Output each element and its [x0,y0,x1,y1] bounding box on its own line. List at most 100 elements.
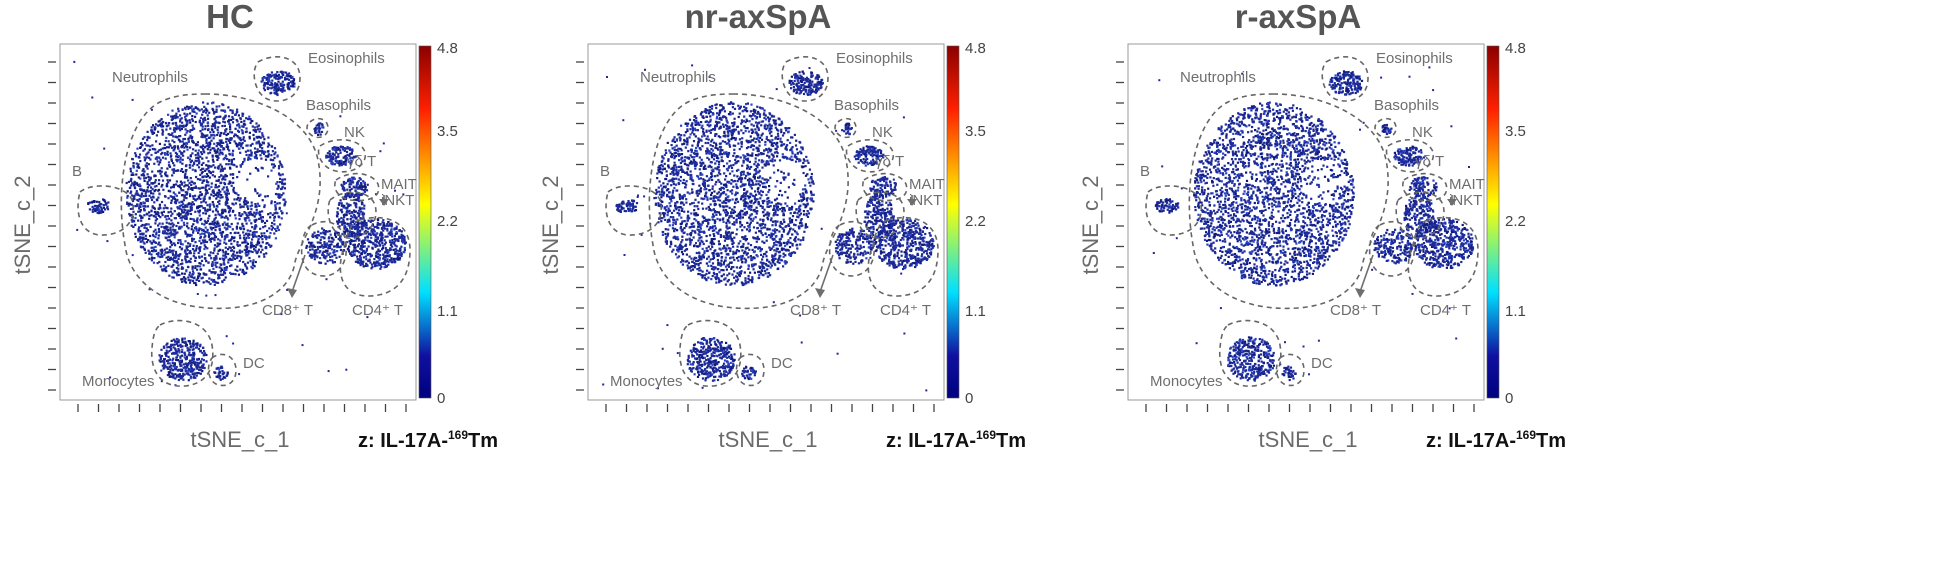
cell-point [179,263,182,266]
cell-point [189,362,192,365]
cell-point [126,202,129,205]
cell-point [321,126,324,129]
cell-point [194,281,197,285]
cell-point [199,343,202,346]
cell-point [260,157,263,160]
cell-point [241,213,244,216]
cell-point [728,160,731,163]
cell-point [166,167,169,170]
cell-point [268,227,271,230]
cell-point [277,215,280,218]
cell-point [208,187,211,190]
cell-point [400,253,403,256]
cell-point [309,244,312,247]
cell-point [172,186,175,189]
cell-point [192,231,195,234]
cell-point [170,348,173,351]
cell-point [349,204,352,207]
cell-point [171,109,174,112]
cell-point [223,238,226,241]
cell-point [186,222,189,225]
cell-point [362,260,365,263]
cell-point [186,156,190,159]
cell-point [350,192,354,195]
cell-point [163,204,166,207]
cell-point [698,123,701,127]
cell-point [286,85,289,88]
cell-point [207,144,210,147]
cell-point [194,266,197,270]
cell-point [205,260,208,263]
cell-point [701,124,704,127]
cell-point [377,256,380,260]
cell-point [702,274,705,277]
cell-point [138,205,141,208]
cell-point [259,127,262,130]
cell-point [181,162,184,165]
cell-point [192,238,196,241]
cell-point [287,75,290,78]
cell-point [215,105,218,108]
cell-point [355,210,358,213]
cell-point [379,267,382,270]
cell-point [145,227,148,230]
cell-point [201,370,204,373]
cell-point [275,182,278,185]
cell-point [366,264,369,267]
cell-point [382,142,385,145]
cell-point [219,182,222,185]
cell-point [226,227,229,230]
cell-point [243,211,246,214]
cell-point [400,251,403,254]
cell-point [187,202,190,205]
cell-point [660,163,663,166]
cell-point [246,178,249,181]
cell-point [251,142,254,145]
cell-point [262,84,266,87]
cell-point [685,171,689,174]
cell-point [199,350,202,353]
cell-point [171,168,174,171]
cell-point [199,265,202,268]
cell-point [344,157,347,160]
cell-point [137,176,140,179]
cell-point [202,175,205,178]
cell-point [173,114,177,117]
cell-point [169,251,172,254]
cell-point [765,127,768,131]
cell-point [371,219,374,222]
cell-point [376,222,379,225]
cell-point [358,262,361,265]
cell-point [216,242,219,245]
cell-point [221,377,224,380]
cell-point [336,207,339,210]
cell-point [330,158,333,161]
cell-point [217,115,220,118]
cell-point [769,266,772,269]
cell-point [196,198,199,201]
cell-point [216,149,219,152]
cell-point [327,253,330,256]
cell-point [243,139,246,142]
cell-point [195,143,198,146]
cell-point [213,205,216,208]
cell-point [232,149,235,152]
cell-point [220,139,223,142]
cell-point [254,188,257,191]
cell-point [178,225,181,228]
cell-point [342,189,345,192]
cell-point [271,86,274,89]
cell-point [213,249,216,252]
cell-point [380,265,383,268]
cell-point [184,115,187,118]
cell-point [353,235,356,238]
cell-point [661,165,664,168]
cell-point [762,202,765,205]
cell-point [239,251,242,254]
cell-point [339,239,342,242]
cell-point [348,230,352,234]
cell-point [243,159,246,162]
cell-point [192,223,195,226]
cell-point [192,255,195,258]
cell-point [225,145,228,148]
